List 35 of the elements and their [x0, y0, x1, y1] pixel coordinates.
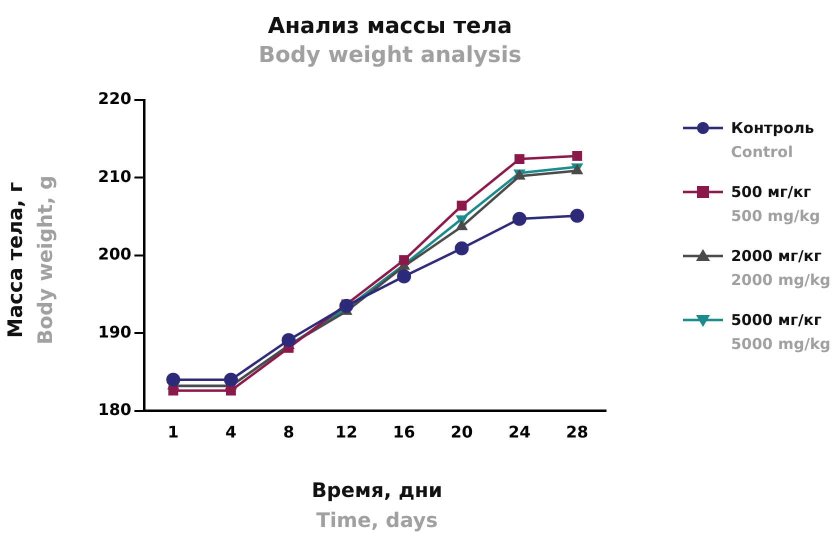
point — [339, 298, 354, 313]
x-tick-label: 28 — [566, 422, 588, 442]
point — [166, 372, 180, 387]
y-tick-label: 180 — [98, 400, 132, 419]
legend-label: 2000 мг/кг 2000 mg/kg — [731, 246, 831, 291]
chart-subtitle: Body weight analysis — [258, 43, 522, 68]
point — [282, 333, 296, 348]
point — [514, 154, 524, 164]
point — [454, 241, 469, 256]
point — [570, 208, 584, 223]
point — [397, 269, 412, 284]
x-tick-label: 16 — [392, 422, 416, 442]
x-tick-label: 20 — [450, 422, 473, 442]
y-axis-title: Масса тела, г Body weight, g — [2, 174, 58, 347]
legend-label: 500 мг/кг 500 mg/kg — [731, 182, 820, 227]
legend-label: 5000 мг/кг 5000 mg/kg — [731, 310, 831, 355]
y-tick-label: 190 — [98, 322, 132, 342]
point — [512, 212, 526, 226]
legend-label: Контроль Control — [731, 118, 814, 163]
x-tick-label: 8 — [283, 422, 294, 442]
x-axis-title: Время, дни Time, days — [310, 477, 444, 534]
point — [226, 386, 236, 396]
y-tick-label: 220 — [98, 89, 132, 108]
x-tick-label: 1 — [168, 422, 179, 442]
chart-title: Анализ массы тела — [266, 14, 514, 39]
point — [224, 372, 238, 387]
y-tick-label: 210 — [98, 166, 132, 186]
point — [572, 150, 582, 161]
y-tick-label: 200 — [98, 244, 132, 264]
point — [399, 255, 409, 266]
x-tick-label: 4 — [225, 422, 237, 442]
x-tick-label: 24 — [508, 422, 531, 442]
point — [168, 386, 178, 396]
x-tick-label: 12 — [335, 422, 358, 442]
point — [456, 200, 467, 211]
